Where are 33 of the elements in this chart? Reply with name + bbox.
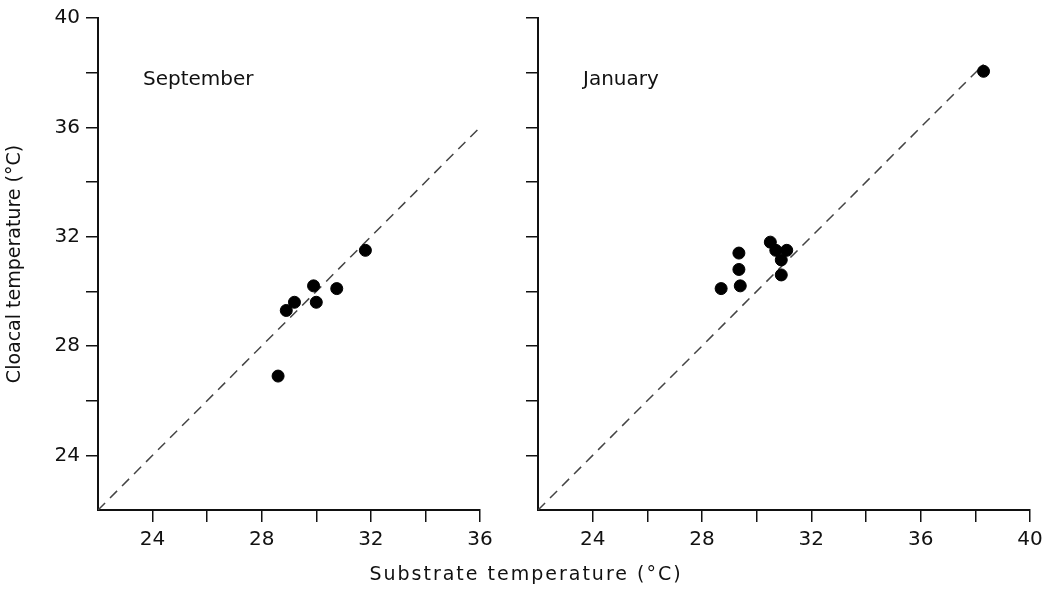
annotation: September bbox=[143, 66, 255, 91]
y-tick-label: 32 bbox=[54, 222, 80, 247]
y-tick-label: 40 bbox=[54, 4, 80, 29]
point bbox=[732, 262, 746, 276]
x-tick-label: 32 bbox=[798, 526, 825, 551]
point bbox=[330, 282, 344, 296]
x-axis-title: Substrate temperature (°C) bbox=[368, 562, 684, 584]
point bbox=[733, 279, 747, 293]
point bbox=[358, 243, 372, 257]
x-tick-label: 40 bbox=[1017, 526, 1043, 551]
point bbox=[732, 246, 746, 260]
point bbox=[774, 268, 788, 282]
x-tick-label: 28 bbox=[689, 526, 715, 551]
y-axis-title: Cloacal temperature (°C) bbox=[2, 144, 25, 384]
point bbox=[309, 295, 323, 309]
y-tick-label: 36 bbox=[54, 113, 80, 138]
x-tick-label: 28 bbox=[248, 526, 275, 551]
y-tick-label: 24 bbox=[54, 441, 80, 466]
x-tick-label: 24 bbox=[579, 526, 606, 551]
point bbox=[271, 369, 285, 383]
annotation: January bbox=[581, 66, 659, 91]
point bbox=[279, 303, 293, 317]
x-tick-label: 32 bbox=[358, 526, 384, 551]
y-tick-label: 28 bbox=[54, 332, 80, 357]
point bbox=[287, 295, 301, 309]
x-tick-label: 36 bbox=[467, 526, 493, 551]
point bbox=[307, 279, 321, 293]
x-tick-label: 36 bbox=[907, 526, 934, 551]
point bbox=[714, 282, 728, 296]
point bbox=[774, 253, 788, 267]
x-tick-label: 24 bbox=[139, 526, 166, 551]
point bbox=[977, 64, 991, 78]
point bbox=[780, 243, 794, 257]
